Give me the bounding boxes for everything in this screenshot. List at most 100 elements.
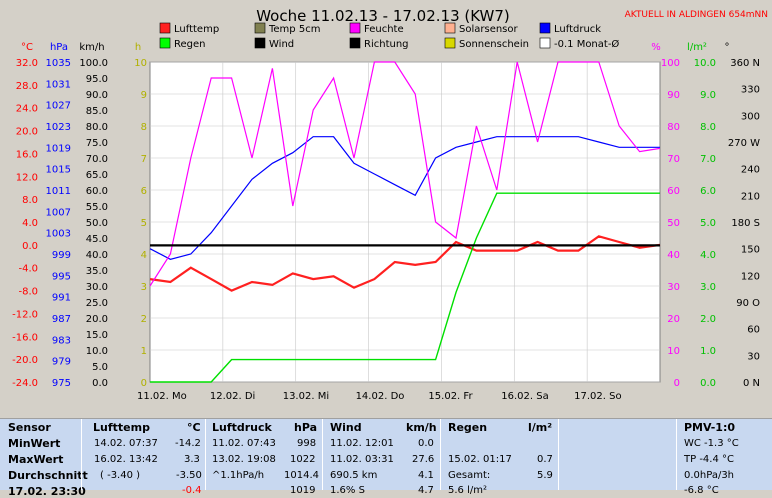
legend-label-8: Sonnenschein — [459, 39, 529, 50]
col-sep-4 — [440, 419, 441, 490]
legend-swatch-2 — [349, 22, 361, 34]
temp-tick-12: -16.0 — [12, 332, 38, 343]
legend-label-5: Regen — [174, 39, 206, 50]
legend-label-6: Wind — [269, 39, 294, 50]
luftdruck-min-val: 998 — [297, 438, 317, 449]
sun-tick-9: 1 — [141, 346, 147, 357]
axis-unit-5: l/m² — [687, 42, 707, 53]
direction-tick-11: 30 — [747, 351, 760, 362]
luftdruck-current-val: 1019 — [290, 485, 316, 496]
x-date-1: 12.02. — [210, 391, 242, 402]
pressure-tick-14: 979 — [52, 357, 71, 368]
legend-swatch-7 — [349, 37, 361, 49]
wind-tick-8: 60.0 — [86, 186, 108, 197]
pressure-tick-3: 1023 — [46, 122, 71, 133]
temp-tick-5: 12.0 — [16, 172, 38, 183]
pressure-tick-0: 1035 — [46, 58, 71, 69]
rain-tick-5: 5.0 — [700, 218, 716, 229]
legend-label-4: Luftdruck — [554, 24, 601, 35]
sun-tick-1: 9 — [141, 90, 147, 101]
x-date-2: 13.02. — [283, 391, 315, 402]
axis-unit-1: hPa — [50, 42, 68, 53]
stats-table: Sensor MinWert MaxWert Durchschnitt 17.0… — [0, 408, 772, 498]
legend-label-3: Solarsensor — [459, 24, 519, 35]
direction-tick-2: 300 — [741, 111, 760, 122]
lufttemp-max-val: 3.3 — [184, 454, 200, 465]
rain-tick-8: 2.0 — [700, 314, 716, 325]
wind-tick-4: 80.0 — [86, 122, 108, 133]
temp-tick-3: 20.0 — [16, 127, 38, 138]
rain-tick-6: 4.0 — [700, 250, 716, 261]
col-sep-5 — [558, 419, 559, 490]
grid — [150, 61, 660, 383]
pmv-pressure-trend: 0.0hPa/3h — [684, 470, 735, 481]
station-note: AKTUELL IN ALDINGEN 654mNN — [625, 10, 768, 20]
wind-tick-1: 95.0 — [86, 74, 108, 85]
wind-tick-16: 20.0 — [86, 314, 108, 325]
temp-tick-9: -4.0 — [18, 264, 38, 275]
legend-swatch-1 — [254, 22, 266, 34]
col-sep-6 — [676, 419, 677, 490]
table-divider — [0, 418, 772, 419]
temp-tick-4: 16.0 — [16, 149, 38, 160]
legend-label-2: Feuchte — [364, 24, 404, 35]
legend-swatch-8 — [444, 37, 456, 49]
wind-tick-19: 5.0 — [92, 362, 108, 373]
wind-min-val: 0.0 — [418, 438, 434, 449]
legend-label-7: Richtung — [364, 39, 409, 50]
x-day-5: Sa — [536, 391, 548, 402]
wind-tick-9: 55.0 — [86, 202, 108, 213]
wind-tick-6: 70.0 — [86, 154, 108, 165]
wind-tick-14: 30.0 — [86, 282, 108, 293]
direction-tick-6: 180 S — [731, 218, 760, 229]
rain-tick-0: 10.0 — [694, 58, 716, 69]
sun-tick-6: 4 — [141, 250, 147, 261]
direction-tick-7: 150 — [741, 245, 760, 256]
legend-swatch-3 — [444, 22, 456, 34]
pressure-tick-8: 1003 — [46, 229, 71, 240]
axis-units: °C hPa km/h h% l/m² ° — [21, 42, 729, 53]
pressure-tick-7: 1007 — [46, 207, 71, 218]
temp-tick-11: -12.0 — [12, 309, 38, 320]
legend-swatch-4 — [539, 22, 551, 34]
direction-tick-1: 330 — [741, 85, 760, 96]
pressure-tick-10: 995 — [52, 271, 71, 282]
x-day-4: Fr — [463, 391, 473, 402]
sun-tick-10: 0 — [141, 378, 147, 389]
humidity-tick-7: 30 — [667, 282, 680, 293]
wind-tick-3: 85.0 — [86, 106, 108, 117]
wind-avg-val: 4.1 — [418, 470, 434, 481]
temp-tick-14: -24.0 — [12, 378, 38, 389]
wind-header: Wind — [330, 421, 362, 434]
sensor-col-bg — [0, 419, 81, 490]
col-sep-1 — [81, 419, 82, 490]
sensor-row-max: MaxWert — [8, 453, 64, 466]
humidity-tick-6: 40 — [667, 250, 680, 261]
x-date-0: 11.02. — [137, 391, 169, 402]
wind-tick-12: 40.0 — [86, 250, 108, 261]
legend-label-1: Temp 5cm — [268, 24, 320, 35]
pmv-header: PMV-1:0 — [684, 421, 735, 434]
luftdruck-trend: ^1.1hPa/h — [212, 470, 265, 481]
pressure-tick-2: 1027 — [46, 101, 71, 112]
legend-swatch-5 — [159, 37, 171, 49]
lufttemp-avg-val: -3.50 — [176, 470, 202, 481]
pmv-feels-like: -6.8 °C — [684, 485, 719, 496]
legend-swatch-0 — [159, 22, 171, 34]
luftdruck-avg-val: 1014.4 — [284, 470, 319, 481]
axis-unit-2: km/h — [79, 42, 104, 53]
wind-tick-18: 10.0 — [86, 346, 108, 357]
rain-tick-3: 7.0 — [700, 154, 716, 165]
direction-tick-9: 90 O — [736, 298, 760, 309]
legend-label-9: -0.1 Monat-Ø — [554, 38, 619, 50]
wind-current-val: 4.7 — [418, 485, 434, 496]
lufttemp-max-date: 16.02. 13:42 — [94, 454, 158, 465]
x-day-2: Mi — [318, 391, 329, 402]
humidity-tick-10: 0 — [674, 378, 680, 389]
direction-tick-10: 60 — [747, 325, 760, 336]
x-date-6: 17.02. — [574, 391, 606, 402]
legend-swatch-6 — [254, 37, 266, 49]
pressure-tick-9: 999 — [52, 250, 71, 261]
series-line-2 — [149, 61, 661, 287]
direction-tick-0: 360 N — [730, 58, 760, 69]
